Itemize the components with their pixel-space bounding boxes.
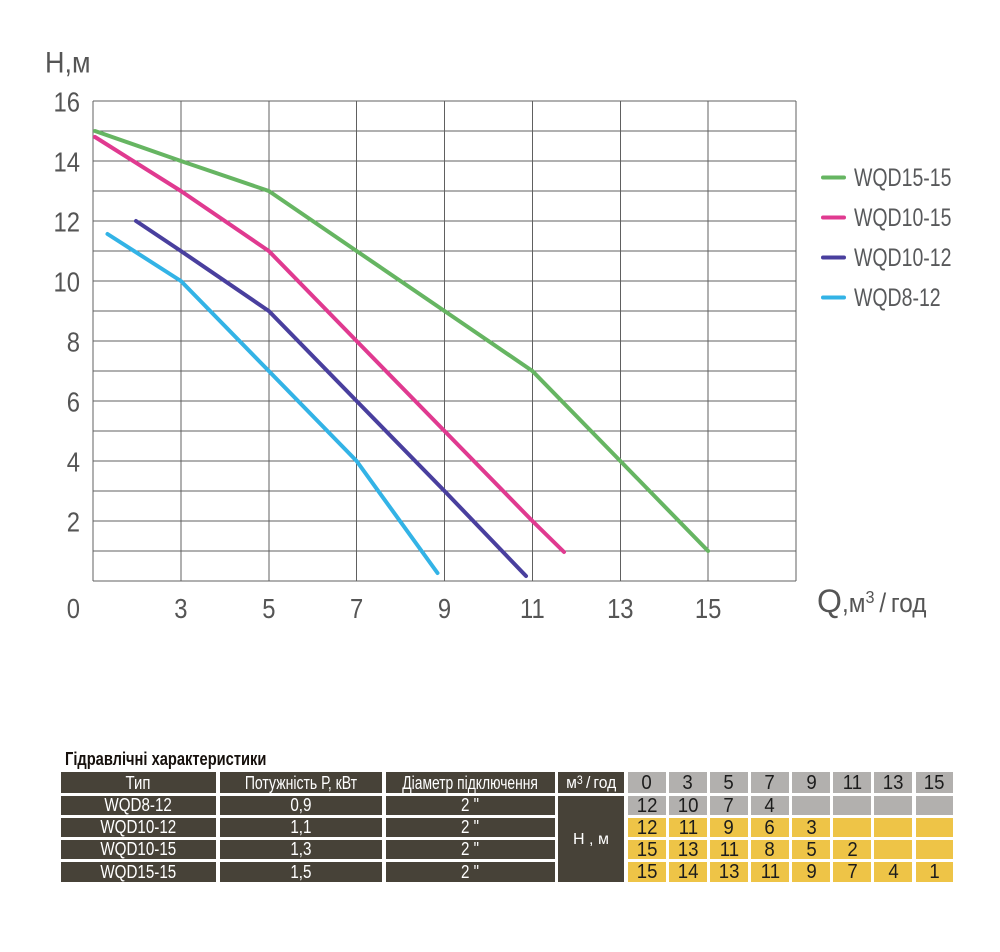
svg-text:7: 7 (350, 592, 363, 624)
svg-text:4: 4 (67, 446, 80, 478)
svg-text:6: 6 (67, 386, 80, 418)
svg-text:11: 11 (520, 592, 545, 624)
svg-text:13: 13 (607, 592, 633, 624)
svg-text:5: 5 (262, 592, 275, 624)
svg-text:WQD15-15: WQD15-15 (854, 164, 951, 192)
svg-text:8: 8 (67, 326, 80, 358)
svg-text:WQD10-12: WQD10-12 (854, 244, 951, 272)
svg-text:0: 0 (67, 592, 80, 624)
svg-text:Н,м: Н,м (45, 46, 91, 80)
svg-text:9: 9 (438, 592, 451, 624)
svg-text:Q: Q (817, 583, 842, 619)
svg-text:2: 2 (67, 506, 80, 538)
svg-text:WQD8-12: WQD8-12 (854, 284, 941, 312)
svg-text:16: 16 (54, 86, 80, 118)
svg-text:WQD10-15: WQD10-15 (854, 204, 951, 232)
svg-text:10: 10 (54, 266, 80, 298)
svg-text:12: 12 (54, 206, 80, 238)
svg-text:,м3 / год: ,м3 / год (842, 587, 926, 618)
svg-text:14: 14 (54, 146, 80, 178)
svg-text:3: 3 (174, 592, 187, 624)
svg-text:15: 15 (695, 592, 721, 624)
